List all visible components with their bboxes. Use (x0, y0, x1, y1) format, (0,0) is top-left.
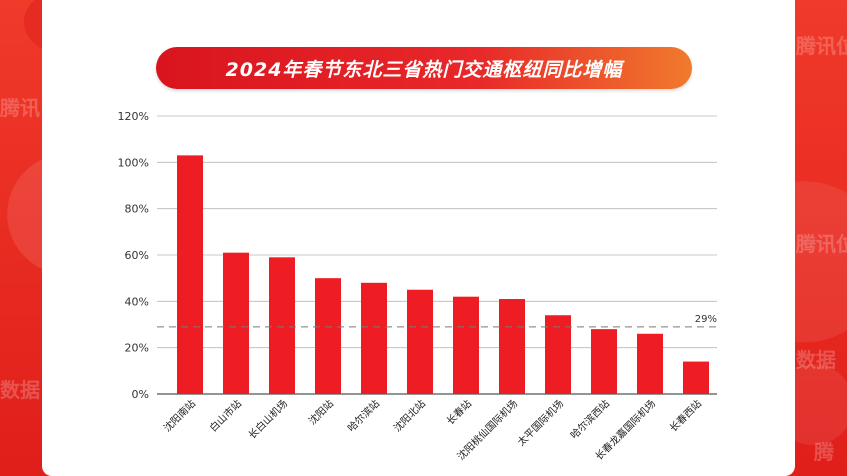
y-tick-label: 40% (125, 295, 149, 308)
x-tick-label: 白山市站 (207, 397, 244, 434)
x-tick-label: 长春西站 (667, 397, 704, 434)
x-tick-label: 沈阳北站 (391, 397, 428, 434)
bar (683, 361, 709, 394)
x-tick-label: 哈尔滨站 (345, 397, 382, 434)
bar (269, 257, 295, 394)
bar (361, 282, 387, 394)
watermark: 数据 (796, 348, 836, 372)
chart-title: 2024年春节东北三省热门交通枢纽同比增幅 (156, 47, 692, 89)
y-tick-label: 120% (118, 110, 149, 123)
bar (177, 155, 203, 394)
bar (407, 289, 433, 394)
x-tick-label: 哈尔滨西站 (568, 397, 613, 442)
bar (499, 299, 525, 394)
watermark: 腾讯位置 (796, 34, 847, 58)
y-tick-label: 20% (125, 342, 149, 355)
bar (545, 315, 571, 394)
watermark: 腾 (814, 440, 834, 464)
y-tick-label: 60% (125, 249, 149, 262)
x-tick-label: 沈阳站 (306, 397, 336, 427)
bar (315, 278, 341, 394)
watermark: 腾讯 (0, 96, 40, 120)
bar (591, 329, 617, 394)
watermark: 腾讯位 (796, 232, 847, 256)
y-tick-label: 0% (132, 388, 149, 401)
x-tick-label: 长春站 (444, 397, 474, 427)
bar (637, 333, 663, 394)
watermark: 数据 (0, 378, 40, 402)
reference-line-label: 29% (695, 314, 717, 325)
x-tick-label: 太平国际机场 (515, 397, 567, 449)
y-tick-label: 100% (118, 156, 149, 169)
x-tick-label: 长白山机场 (246, 397, 291, 442)
bar (223, 252, 249, 394)
y-tick-label: 80% (125, 203, 149, 216)
bar (453, 296, 479, 394)
x-tick-label: 沈阳南站 (161, 397, 198, 434)
